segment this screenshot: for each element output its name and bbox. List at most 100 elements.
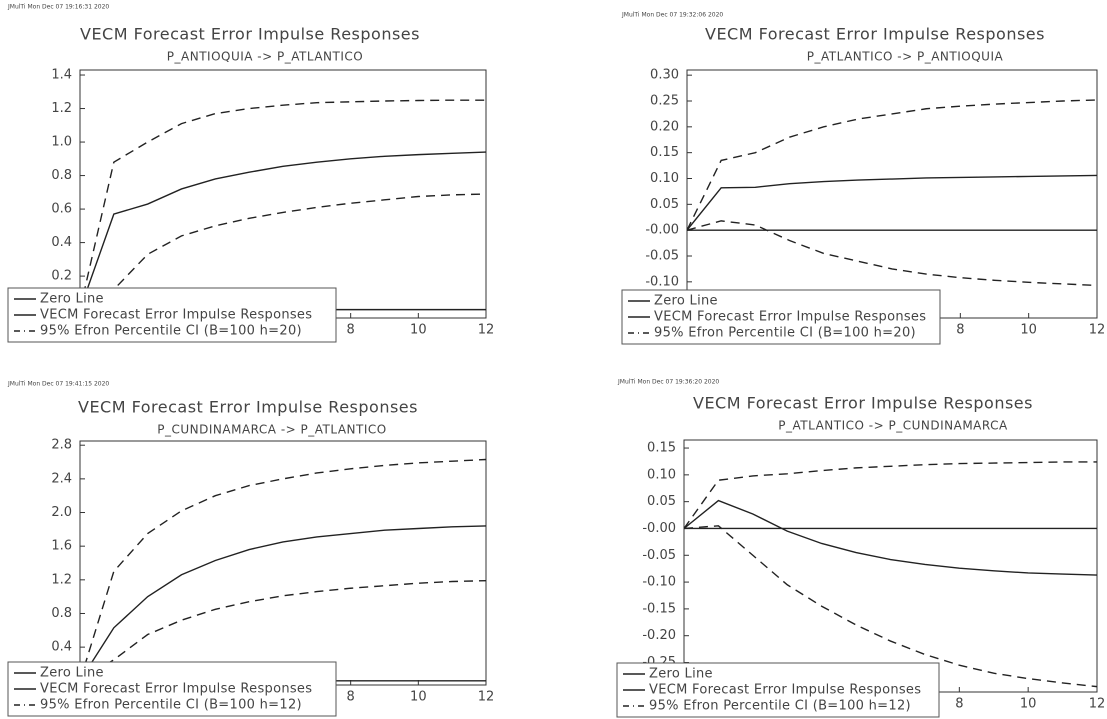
y-tick-label: 0.8: [51, 168, 72, 183]
y-tick-label: -0.00: [642, 521, 676, 536]
y-tick-label: -0.10: [642, 575, 676, 590]
legend-label: Zero Line: [40, 666, 104, 681]
y-tick-label: 0.20: [650, 119, 679, 134]
chart-panel: JMulTi Mon Dec 07 19:36:20 2020 VECM Fore…: [616, 379, 1106, 718]
chart-subtitle: P_ANTIOQUIA -> P_ATLANTICO: [167, 50, 363, 64]
y-tick-label: 0.10: [647, 467, 676, 482]
x-tick-label: 10: [1020, 323, 1037, 338]
x-tick-label: 8: [347, 323, 355, 338]
plot-lines: [687, 99, 1097, 287]
x-tick-label: 8: [347, 690, 355, 705]
x-tick-label: 8: [956, 323, 964, 338]
chart-header: JMulTi Mon Dec 07 19:41:15 2020: [7, 381, 109, 388]
series-line: [684, 525, 1097, 688]
legend-label: 95% Efron Percentile CI (B=100 h=12): [40, 698, 302, 713]
plot-lines: [80, 99, 486, 311]
y-tick-label: 0.10: [650, 171, 679, 186]
legend-label: VECM Forecast Error Impulse Responses: [654, 310, 926, 325]
series-line: [687, 220, 1097, 287]
y-tick-label: 2.4: [51, 471, 72, 486]
y-tick-label: 2.8: [51, 438, 72, 453]
plot-frame: [79, 440, 487, 686]
series-line: [684, 461, 1097, 529]
series-line: [80, 99, 486, 310]
y-tick-label: 0.6: [51, 202, 72, 217]
y-tick-label: 0.2: [51, 269, 72, 284]
plot-frame: [79, 69, 487, 319]
plot-frame: [683, 439, 1098, 693]
series-line: [687, 99, 1097, 231]
x-tick-label: 12: [1089, 697, 1106, 712]
legend-label: 95% Efron Percentile CI (B=100 h=12): [649, 699, 911, 714]
series-line: [684, 499, 1097, 576]
plot-lines: [684, 461, 1097, 688]
y-tick-label: 1.0: [51, 135, 72, 150]
y-tick-label: 1.6: [51, 539, 72, 554]
legend-label: Zero Line: [654, 294, 718, 309]
legend-label: 95% Efron Percentile CI (B=100 h=20): [654, 326, 916, 341]
y-tick-label: 1.2: [51, 572, 72, 587]
x-tick-label: 10: [410, 690, 427, 705]
series-line: [687, 174, 1097, 231]
x-tick-label: 10: [1020, 697, 1037, 712]
x-tick-label: 8: [955, 697, 963, 712]
chart-subtitle: P_CUNDINAMARCA -> P_ATLANTICO: [157, 423, 386, 437]
y-tick-label: 1.2: [51, 101, 72, 116]
chart-title: VECM Forecast Error Impulse Responses: [80, 25, 420, 44]
y-tick-label: 0.15: [647, 441, 676, 456]
y-tick-label: 0.4: [51, 640, 72, 655]
y-tick-label: -0.20: [642, 628, 676, 643]
series-line: [80, 525, 486, 682]
series-line: [80, 193, 486, 311]
legend-label: VECM Forecast Error Impulse Responses: [649, 683, 921, 698]
y-tick-label: 0.30: [650, 68, 679, 83]
legend-box: [621, 289, 941, 345]
chart-title: VECM Forecast Error Impulse Responses: [78, 398, 418, 417]
chart-header: JMulTi Mon Dec 07 19:36:20 2020: [617, 379, 719, 386]
series-line: [80, 458, 486, 681]
chart-panel: JMulTi Mon Dec 07 19:41:15 2020 VECM Fore…: [7, 381, 494, 717]
legend-label: Zero Line: [40, 292, 104, 307]
legend-label: VECM Forecast Error Impulse Responses: [40, 308, 312, 323]
y-tick-label: 1.4: [51, 68, 72, 83]
chart-panel: JMulTi Mon Dec 07 19:32:06 2020 VECM Fore…: [621, 12, 1105, 345]
y-tick-label: 0.8: [51, 606, 72, 621]
plot-lines: [80, 458, 486, 682]
chart-title: VECM Forecast Error Impulse Responses: [705, 25, 1045, 44]
y-tick-label: 2.0: [51, 505, 72, 520]
x-tick-label: 12: [478, 323, 495, 338]
chart-subtitle: P_ATLANTICO -> P_ANTIOQUIA: [807, 50, 1004, 64]
x-tick-label: 12: [1089, 323, 1106, 338]
chart-header: JMulTi Mon Dec 07 19:16:31 2020: [7, 4, 109, 11]
y-tick-label: -0.05: [642, 548, 676, 563]
chart-subtitle: P_ATLANTICO -> P_CUNDINAMARCA: [778, 419, 1008, 433]
y-tick-label: -0.00: [645, 223, 679, 238]
legend-box: [616, 662, 940, 718]
legend-box: [7, 287, 337, 343]
y-tick-label: 0.25: [650, 94, 679, 109]
y-tick-label: -0.05: [645, 249, 679, 264]
y-tick-label: 0.4: [51, 235, 72, 250]
legend-label: Zero Line: [649, 667, 713, 682]
series-line: [80, 579, 486, 682]
series-line: [80, 151, 486, 310]
legend-box: [7, 661, 337, 717]
y-tick-label: 0.05: [647, 494, 676, 509]
y-tick-label: 0.15: [650, 145, 679, 160]
chart-title: VECM Forecast Error Impulse Responses: [693, 394, 1033, 413]
x-tick-label: 10: [410, 323, 427, 338]
chart-panel: JMulTi Mon Dec 07 19:16:31 2020 VECM Fore…: [7, 4, 494, 343]
chart-header: JMulTi Mon Dec 07 19:32:06 2020: [621, 12, 723, 19]
plot-frame: [686, 69, 1098, 319]
y-tick-label: 0.05: [650, 197, 679, 212]
legend-label: VECM Forecast Error Impulse Responses: [40, 682, 312, 697]
x-tick-label: 12: [478, 690, 495, 705]
legend-label: 95% Efron Percentile CI (B=100 h=20): [40, 324, 302, 339]
y-tick-label: -0.15: [642, 601, 676, 616]
y-tick-label: -0.10: [645, 274, 679, 289]
